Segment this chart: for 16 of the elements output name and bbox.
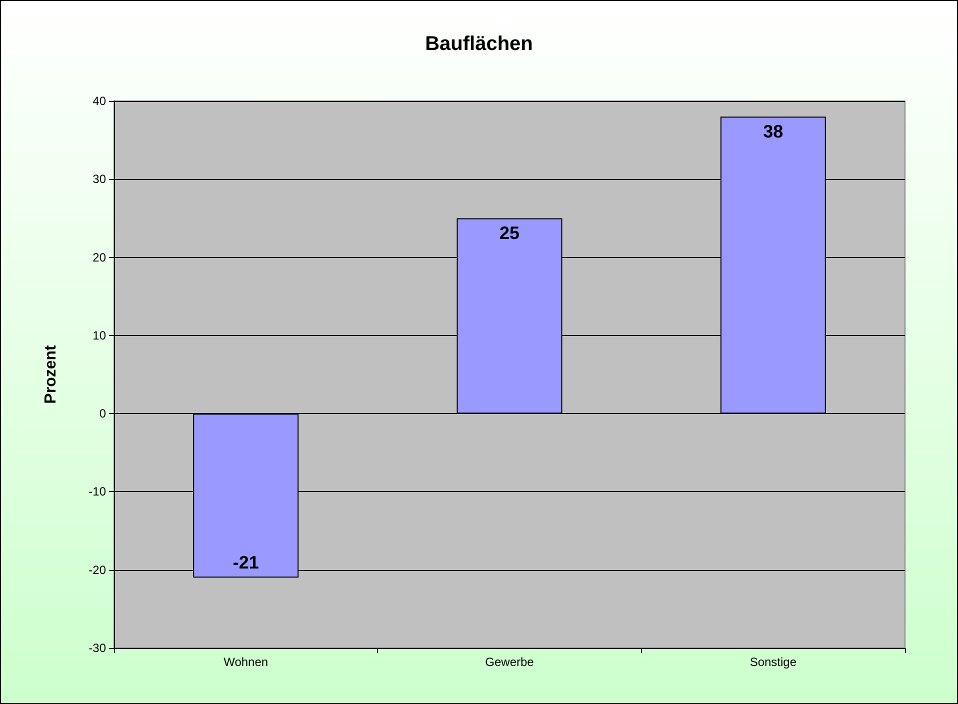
y-axis-title: Prozent bbox=[42, 344, 60, 404]
y-tick-label: 10 bbox=[92, 328, 106, 342]
x-tick-label: Wohnen bbox=[224, 655, 268, 669]
y-tick-label: -10 bbox=[88, 484, 106, 499]
y-tick-label: -30 bbox=[88, 641, 106, 655]
y-tick-label: -20 bbox=[88, 562, 106, 577]
chart-title: Bauflächen bbox=[425, 33, 533, 55]
data-label: 25 bbox=[499, 223, 520, 244]
x-tick-label: Gewerbe bbox=[485, 655, 534, 669]
x-tick-label: Sonstige bbox=[750, 655, 797, 669]
y-tick-label: 0 bbox=[99, 406, 106, 421]
data-label: 38 bbox=[763, 122, 784, 142]
y-tick-label: 20 bbox=[92, 250, 106, 264]
data-label: -21 bbox=[232, 552, 259, 573]
y-tick-label: 40 bbox=[92, 94, 106, 108]
y-tick-label: 30 bbox=[92, 172, 106, 186]
